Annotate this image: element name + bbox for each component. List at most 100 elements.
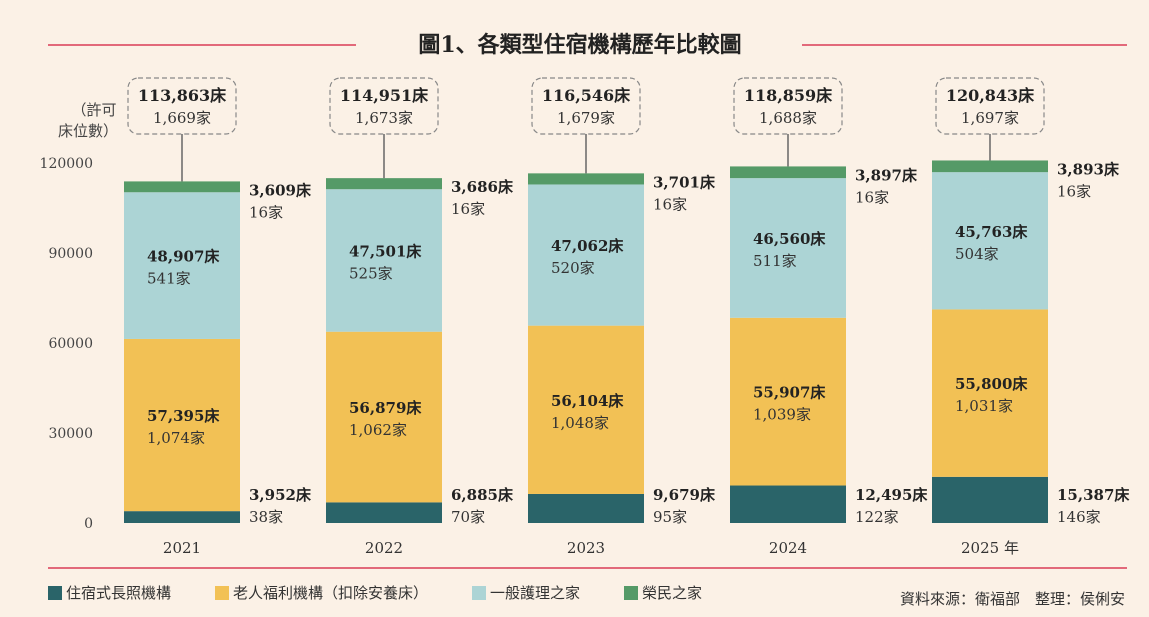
side-bed-label: 9,679床 [653,486,716,504]
side-bed-label: 3,897床 [855,166,918,184]
side-count-label: 16家 [451,200,485,218]
bar-count-label: 1,048家 [551,414,609,432]
chart-title: 圖1、各類型住宿機構歷年比較圖 [418,32,741,58]
x-tick-label: 2024 [769,539,807,557]
bar-segment-general-nursing [730,178,846,318]
side-bed-label: 15,387床 [1057,486,1130,504]
bar-segment-long-term-care [528,493,644,523]
total-callout-box [531,77,641,135]
y-tick-label: 120000 [40,156,93,172]
bar-count-label: 525家 [349,264,393,282]
bar-count-label: 511家 [753,252,797,270]
bar-segment-long-term-care [124,511,240,523]
side-bed-label: 3,686床 [451,178,514,196]
total-count-label: 1,669家 [153,109,211,127]
total-callout-box [935,77,1045,135]
bar-count-label: 504家 [955,245,999,263]
total-count-label: 1,697家 [961,109,1019,127]
side-count-label: 16家 [855,188,889,206]
total-beds-label: 113,863床 [138,86,227,105]
total-beds-label: 120,843床 [946,86,1035,105]
side-bed-label: 12,495床 [855,486,928,504]
source-credit: 資料來源：衛福部 整理：侯俐安 [899,590,1125,608]
y-tick-label: 0 [84,516,93,532]
bar-segment-general-nursing [326,189,442,332]
x-tick-label: 2021 [163,539,201,557]
bar-bed-label: 55,800床 [955,375,1028,393]
bar-count-label: 1,062家 [349,421,407,439]
bar-count-label: 1,031家 [955,397,1013,415]
side-bed-label: 3,609床 [249,181,312,199]
y-axis-label-line2: 床位數） [58,122,118,140]
plot-area: 0 30000 60000 90000 120000 57,395床 1,074家 48,90… [40,77,1130,557]
bar-segment-long-term-care [730,485,846,523]
total-count-label: 1,679家 [557,109,615,127]
bar-segment-long-term-care [932,476,1048,523]
bar-segment-veterans [932,160,1048,173]
bar-count-label: 1,074家 [147,429,205,447]
bar-bed-label: 56,104床 [551,392,624,410]
bar-bed-label: 47,062床 [551,237,624,255]
bar-segment-general-nursing [932,172,1048,310]
legend-item-elderly-welfare: 老人福利機構（扣除安養床） [215,582,428,603]
bar-segment-long-term-care [326,502,442,523]
legend-label: 住宿式長照機構 [66,584,172,602]
bar-bed-label: 45,763床 [955,223,1028,241]
bar-bed-label: 56,879床 [349,399,422,417]
bar-count-label: 541家 [147,270,191,288]
side-count-label: 95家 [653,508,687,526]
y-tick-label: 30000 [48,426,93,442]
side-bed-label: 3,893床 [1057,160,1120,178]
bar-bed-label: 55,907床 [753,384,826,402]
total-count-label: 1,688家 [759,109,817,127]
side-bed-label: 6,885床 [451,486,514,504]
bar-segment-veterans [326,178,442,190]
side-count-label: 146家 [1057,508,1101,526]
bar-bed-label: 47,501床 [349,242,422,260]
side-bed-label: 3,701床 [653,173,716,191]
total-callout-box [733,77,843,135]
total-beds-label: 118,859床 [744,86,833,105]
total-count-label: 1,673家 [355,109,413,127]
legend-swatch [215,585,230,600]
y-tick-label: 60000 [48,336,93,352]
bar-segment-elderly-welfare [932,309,1048,477]
bar-segment-general-nursing [528,184,644,326]
bar-segment-veterans [124,181,240,193]
legend-label: 老人福利機構（扣除安養床） [233,584,429,602]
legend-swatch [624,585,639,600]
bar-segment-elderly-welfare [730,317,846,486]
side-count-label: 16家 [653,195,687,213]
side-count-label: 16家 [1057,182,1091,200]
bar-bed-label: 57,395床 [147,407,220,425]
bar-count-label: 520家 [551,259,595,277]
bar-segment-elderly-welfare [124,338,240,512]
bar-bed-label: 46,560床 [753,230,826,248]
side-count-label: 38家 [249,508,283,526]
x-tick-label: 2023 [567,539,605,557]
legend-item-veterans: 榮民之家 [624,582,702,603]
legend-swatch [472,585,487,600]
bar-segment-veterans [730,166,846,179]
legend-item-general-nursing: 一般護理之家 [472,582,580,603]
bar-segment-elderly-welfare [528,325,644,494]
legend-item-long-term-care: 住宿式長照機構 [48,582,171,603]
y-axis-label-line1: （許可 [71,101,116,119]
side-count-label: 16家 [249,203,283,221]
bar-segment-veterans [528,173,644,185]
side-count-label: 70家 [451,508,485,526]
x-tick-label: 2025 年 [961,539,1019,557]
total-beds-label: 114,951床 [340,86,429,105]
total-callout-box [329,77,439,135]
side-bed-label: 3,952床 [249,486,312,504]
total-beds-label: 116,546床 [542,86,631,105]
legend-label: 榮民之家 [642,584,703,602]
bar-bed-label: 48,907床 [147,248,220,266]
bar-segment-elderly-welfare [326,331,442,503]
y-tick-label: 90000 [48,246,93,262]
side-count-label: 122家 [855,508,899,526]
total-callout-box [127,77,237,135]
x-tick-label: 2022 [365,539,403,557]
